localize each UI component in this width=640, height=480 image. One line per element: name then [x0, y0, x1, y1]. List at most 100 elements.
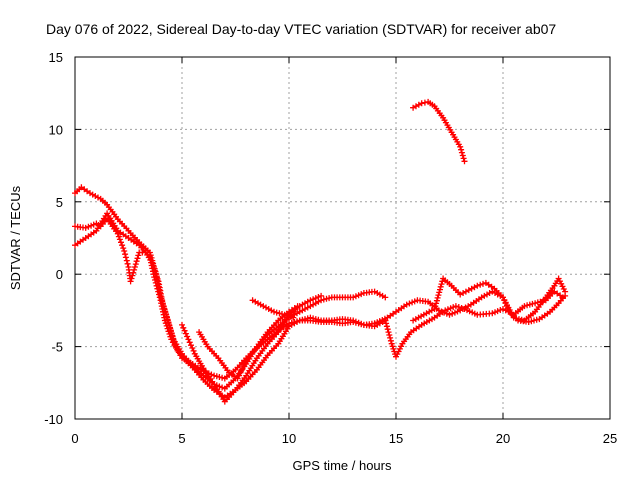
data-point — [286, 320, 292, 327]
x-tick-label: 0 — [71, 431, 78, 446]
data-point — [441, 309, 448, 316]
data-point — [350, 319, 357, 325]
data-point — [531, 317, 537, 324]
data-point — [436, 289, 443, 296]
data-point — [438, 281, 445, 288]
data-point — [386, 332, 393, 338]
data-point — [171, 338, 177, 345]
data-point — [281, 311, 288, 318]
data-point — [127, 278, 134, 285]
data-point — [516, 316, 522, 323]
data-point — [189, 345, 196, 351]
data-point — [489, 310, 496, 317]
x-tick-label: 15 — [389, 431, 403, 446]
data-point — [119, 242, 126, 249]
data-point — [190, 347, 197, 354]
series-track-1 — [72, 184, 389, 392]
data-point — [435, 307, 442, 314]
data-point — [169, 332, 176, 339]
series-track-7 — [382, 288, 566, 360]
data-point — [474, 282, 481, 289]
data-point — [435, 292, 442, 299]
data-point — [461, 158, 468, 165]
data-point — [273, 309, 280, 316]
data-point — [170, 335, 177, 342]
data-point — [450, 304, 457, 311]
data-point — [120, 245, 127, 252]
data-point — [403, 301, 410, 308]
data-point — [457, 143, 464, 150]
data-point — [122, 254, 129, 261]
data-point — [131, 266, 138, 273]
data-point — [168, 330, 175, 336]
data-point — [433, 300, 440, 307]
series-track-8 — [371, 288, 569, 327]
data-point — [118, 239, 124, 246]
data-point — [385, 329, 392, 336]
data-point — [159, 300, 166, 307]
data-point — [406, 300, 413, 307]
data-point — [129, 272, 136, 279]
plot-frame — [74, 56, 611, 420]
data-point — [452, 303, 459, 310]
data-point — [211, 372, 218, 379]
data-point — [358, 321, 365, 328]
data-point — [163, 313, 170, 320]
chart-title: Day 076 of 2022, Sidereal Day-to-day VTE… — [46, 21, 556, 37]
data-point — [352, 293, 359, 300]
y-axis-label: SDTVAR / TECUs — [8, 185, 23, 290]
data-point — [315, 294, 322, 300]
data-point — [150, 262, 156, 269]
x-tick-label: 20 — [496, 431, 510, 446]
data-point — [411, 298, 418, 305]
data-point — [532, 300, 539, 307]
data-point — [326, 295, 333, 302]
data-point — [387, 334, 394, 341]
data-point — [123, 257, 130, 264]
data-point — [443, 310, 450, 317]
data-point — [133, 258, 140, 265]
y-tick-label: -10 — [44, 412, 63, 427]
data-point — [131, 264, 138, 270]
data-point — [179, 321, 185, 328]
x-tick-label: 5 — [178, 431, 185, 446]
data-point — [562, 288, 569, 295]
data-point — [116, 236, 123, 243]
data-point — [529, 300, 536, 307]
data-point — [188, 342, 194, 349]
data-point — [318, 292, 325, 299]
y-tick-label: -5 — [51, 340, 63, 355]
data-point — [434, 294, 441, 301]
data-point — [454, 308, 461, 315]
data-point — [421, 99, 428, 106]
data-point — [460, 155, 467, 162]
data-point — [164, 316, 171, 323]
data-point — [432, 303, 439, 310]
data-point — [437, 286, 443, 293]
data-point — [184, 333, 191, 340]
data-point — [287, 313, 294, 320]
data-point — [320, 296, 327, 303]
data-point — [418, 100, 425, 107]
data-point — [149, 259, 155, 266]
data-series — [72, 98, 569, 405]
data-point — [219, 374, 226, 381]
data-point — [387, 337, 394, 344]
data-point — [284, 312, 291, 319]
axis-ticks: 0 5 10 15 20 25 -10 -5 0 5 10 15 — [44, 50, 617, 446]
data-point — [382, 294, 389, 301]
data-point — [132, 261, 139, 268]
data-point — [480, 280, 486, 287]
grid-lines — [75, 57, 610, 419]
data-point — [128, 275, 135, 282]
data-point — [124, 260, 131, 267]
data-point — [350, 294, 357, 301]
series-track-9 — [410, 275, 569, 324]
data-point — [135, 252, 142, 259]
data-point — [294, 318, 300, 325]
data-point — [134, 255, 141, 262]
data-point — [431, 306, 438, 312]
data-point — [383, 323, 390, 330]
data-point — [433, 297, 440, 304]
